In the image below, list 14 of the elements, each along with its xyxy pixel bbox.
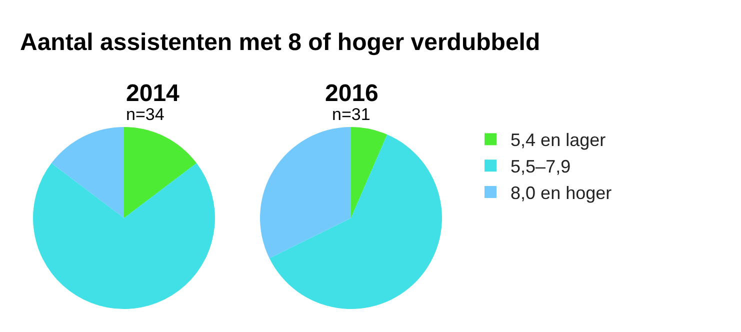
text: Aantal assistenten met 8 of hoger verdubbeld [20,29,540,56]
legend-label: 8,0 en hoger [510,183,612,204]
pie-slice [269,134,442,309]
pie-slice [33,163,215,309]
legend-label: 5,5–7,9 [510,156,571,177]
chart-subtitle: n=34 [126,105,164,124]
pie-slice [124,127,197,218]
pie-slice [351,127,388,218]
pie-slice [51,127,124,218]
legend-label: 5,4 en lager [510,130,606,150]
chart-title: 2016 [325,80,378,107]
chart-subtitle: n=31 [332,105,370,124]
chart-title: 2014 [126,80,180,107]
pie-slice [260,127,351,258]
